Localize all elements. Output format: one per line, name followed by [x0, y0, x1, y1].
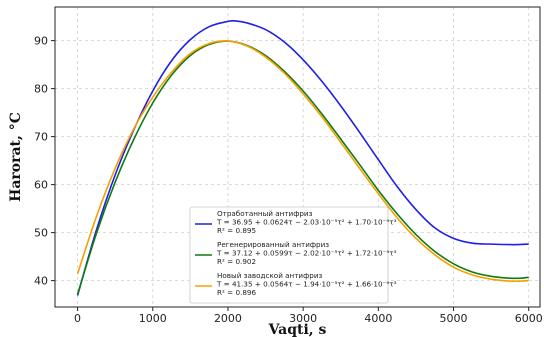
legend-box [189, 206, 389, 304]
x-tick-label: 1000 [139, 312, 167, 325]
series-line-1 [76, 19, 529, 296]
legend-r2: R² = 0.895 [217, 226, 256, 235]
legend-formula: T = 37.12 + 0.0599τ − 2.02·10⁻⁵τ² + 1.72… [216, 249, 397, 258]
y-tick-label: 60 [34, 179, 48, 192]
plot-frame [54, 6, 541, 308]
y-axis-title: Harorat, °C [8, 112, 24, 202]
x-tick-label: 2000 [214, 312, 242, 325]
legend-r2: R² = 0.896 [217, 288, 256, 297]
legend-formula: T = 36.95 + 0.0624τ − 2.03·10⁻⁵τ² + 1.70… [216, 218, 397, 227]
x-tick-label: 3000 [289, 312, 317, 325]
y-tick-label: 50 [34, 227, 48, 240]
series-line-2 [76, 40, 529, 295]
series-line-3 [76, 40, 529, 283]
y-tick-label: 70 [34, 131, 48, 144]
legend-name: Регенерированный антифриз [217, 240, 329, 249]
x-axis-title: Vaqti, s [268, 322, 327, 337]
x-tick-label: 4000 [364, 312, 392, 325]
y-tick-label: 40 [34, 275, 48, 288]
series-lines [76, 19, 529, 296]
tick-labels: 0 1000 2000 3000 4000 5000 6000 40 50 60 70 80 90 [34, 35, 543, 325]
legend-name: Отработанный антифриз [217, 209, 313, 218]
y-tick-label: 80 [34, 83, 48, 96]
x-tick-label: 0 [74, 312, 81, 325]
x-tick-label: 5000 [440, 312, 468, 325]
legend-r2: R² = 0.902 [217, 257, 256, 266]
y-tick-label: 90 [34, 35, 48, 48]
legend-name: Новый заводской антифриз [217, 271, 322, 280]
x-tick-label: 6000 [515, 312, 543, 325]
legend-formula: T = 41.35 + 0.0564τ − 1.94·10⁻⁵τ² + 1.66… [216, 280, 397, 289]
